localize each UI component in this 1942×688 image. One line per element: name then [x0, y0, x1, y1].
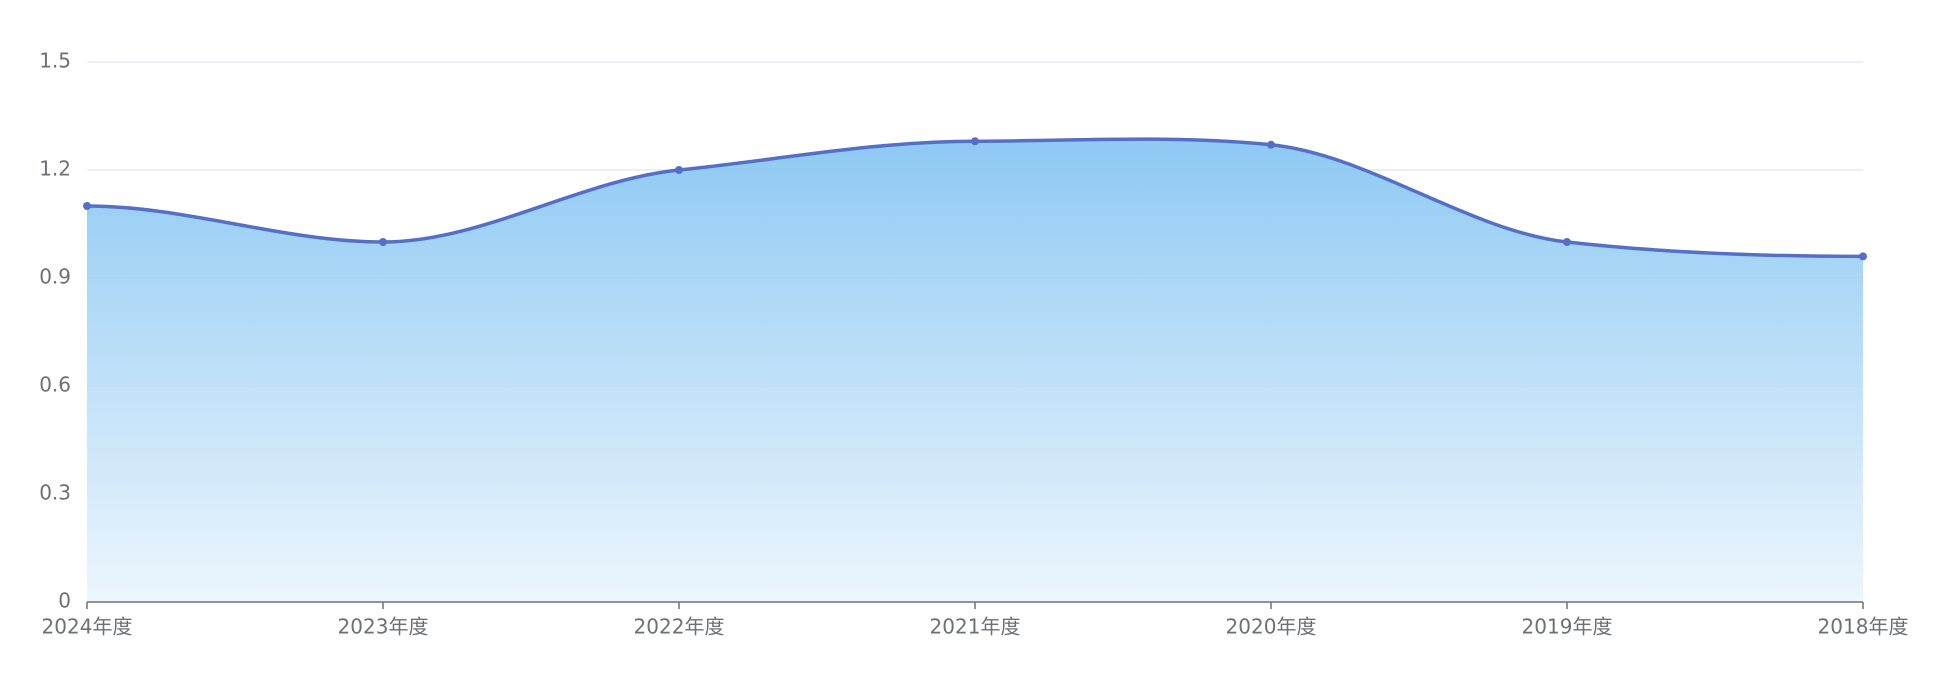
- y-tick-label: 0.6: [39, 373, 71, 397]
- y-tick-label: 0.9: [39, 265, 71, 289]
- x-tick-label: 2022年度: [634, 615, 725, 639]
- y-tick-label: 1.5: [39, 49, 71, 73]
- x-tick-label: 2024年度: [42, 615, 133, 639]
- point: [379, 238, 387, 246]
- x-tick-label: 2023年度: [338, 615, 429, 639]
- point: [1563, 238, 1571, 246]
- area: [87, 139, 1863, 602]
- point: [1267, 140, 1275, 149]
- point: [83, 202, 91, 210]
- x-tick-label: 2020年度: [1226, 615, 1317, 639]
- x-tick-label: 2021年度: [930, 615, 1021, 639]
- point: [971, 137, 979, 146]
- point: [1859, 252, 1867, 261]
- x-tick-label: 2018年度: [1818, 615, 1909, 639]
- y-tick-label: 0.3: [39, 481, 71, 505]
- y-tick-label: 1.2: [39, 157, 71, 181]
- point: [675, 166, 683, 174]
- y-tick-label: 0: [58, 589, 71, 613]
- x-tick-label: 2019年度: [1522, 615, 1613, 639]
